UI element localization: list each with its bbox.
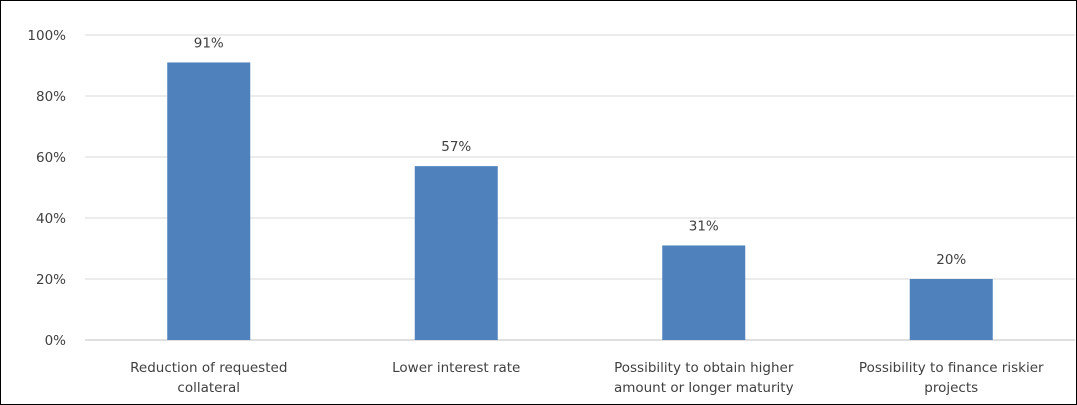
x-tick-label: Possibility to obtain higher <box>614 360 794 376</box>
y-tick-label: 0% <box>45 333 67 349</box>
y-tick-label: 100% <box>27 28 66 44</box>
x-tick-label: projects <box>924 380 978 396</box>
y-tick-label: 20% <box>36 272 66 288</box>
bar <box>909 279 993 340</box>
y-tick-label: 60% <box>36 150 66 166</box>
y-tick-label: 40% <box>36 211 66 227</box>
x-tick-label: collateral <box>177 380 240 396</box>
bar <box>167 62 251 340</box>
data-label: 20% <box>936 252 966 268</box>
data-label: 91% <box>194 35 224 51</box>
bar <box>662 245 746 340</box>
data-label: 31% <box>689 218 719 234</box>
bar <box>414 166 498 340</box>
x-tick-label: amount or longer maturity <box>614 380 794 396</box>
x-tick-label: Reduction of requested <box>130 360 287 376</box>
y-tick-label: 80% <box>36 89 66 105</box>
data-label: 57% <box>441 139 471 155</box>
x-tick-label: Lower interest rate <box>392 360 520 376</box>
x-tick-label: Possibility to finance riskier <box>859 360 1044 376</box>
